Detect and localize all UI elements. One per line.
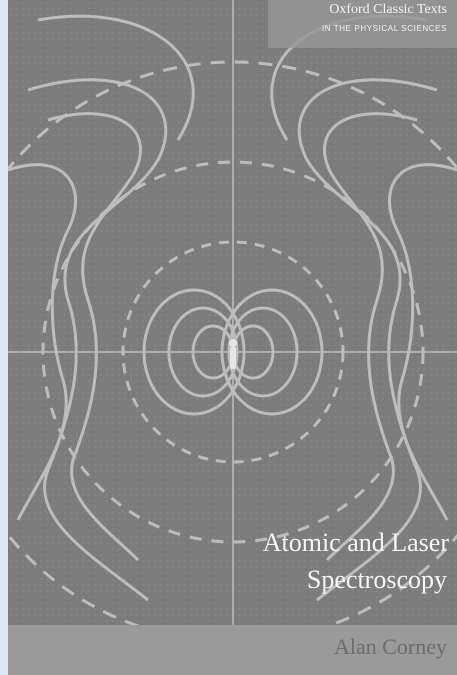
series-subtitle: IN THE PHYSICAL SCIENCES bbox=[321, 24, 447, 33]
book-cover: Oxford Classic Texts IN THE PHYSICAL SCI… bbox=[8, 0, 457, 675]
author-name: Alan Corney bbox=[333, 634, 447, 659]
series-banner bbox=[268, 0, 457, 48]
book-title-line1: Atomic and Laser bbox=[262, 528, 449, 557]
series-title: Oxford Classic Texts bbox=[329, 2, 447, 17]
book-title-line2: Spectroscopy bbox=[306, 565, 447, 594]
author-band bbox=[8, 625, 457, 675]
cover-field-pattern bbox=[8, 0, 457, 675]
